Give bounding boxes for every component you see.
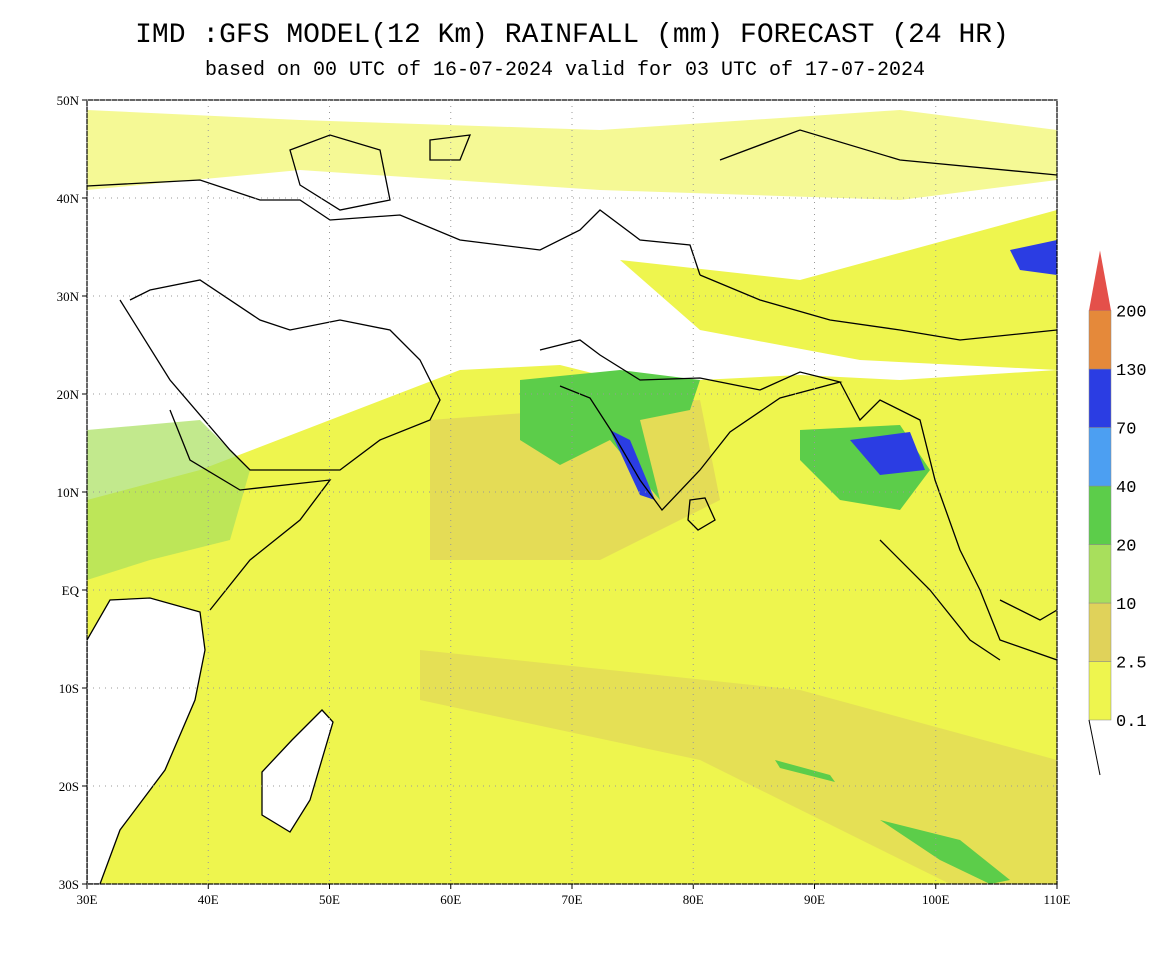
legend-label: 200	[1116, 304, 1147, 323]
lon-tick-label: 80E	[683, 892, 704, 907]
horn-of-africa	[169, 409, 332, 611]
lat-tick-label: EQ	[62, 583, 80, 598]
lat-tick-label: 30S	[59, 877, 79, 892]
lon-tick-label: 40E	[198, 892, 219, 907]
rain-area	[87, 420, 250, 580]
lon-tick-label: 90E	[804, 892, 825, 907]
coastline	[87, 179, 701, 276]
lat-tick-label: 10S	[59, 681, 79, 696]
africa-south	[87, 597, 206, 884]
rain-area	[520, 370, 700, 500]
lat-tick-label: 50N	[57, 93, 80, 108]
sumatra	[879, 539, 1057, 661]
lon-tick-label: 110E	[1044, 892, 1071, 907]
legend-label: 40	[1116, 479, 1136, 498]
lat-tick-label: 40N	[57, 191, 80, 206]
caspian-aral	[289, 134, 472, 211]
lat-tick-label: 30N	[57, 289, 80, 304]
legend-label: 130	[1116, 362, 1147, 381]
lon-tick-label: 100E	[922, 892, 950, 907]
rain-area	[775, 760, 835, 782]
lon-tick-label: 50E	[319, 892, 340, 907]
india	[539, 339, 843, 512]
southeast-asia	[839, 381, 1057, 661]
legend-cap	[1089, 250, 1111, 311]
title: IMD :GFS MODEL(12 Km) RAINFALL (mm) FORE…	[135, 20, 1009, 51]
arabia	[119, 279, 441, 471]
subtitle: based on 00 UTC of 16-07-2024 valid for …	[205, 59, 925, 82]
legend-label: 20	[1116, 538, 1136, 557]
legend-band	[1088, 368, 1112, 428]
rain-area	[880, 820, 1010, 884]
legend-band	[1088, 310, 1112, 370]
legend-band	[1088, 544, 1112, 604]
rain-area	[620, 210, 1057, 370]
rain-area	[850, 432, 925, 475]
madagascar	[261, 709, 334, 833]
legend-tail	[1088, 719, 1101, 776]
legend-band	[1088, 602, 1112, 662]
legend-label: 0.1	[1116, 713, 1147, 732]
legend-label: 70	[1116, 421, 1136, 440]
border	[699, 129, 1057, 341]
legend-label: 2.5	[1116, 655, 1147, 674]
lat-tick-label: 20S	[59, 779, 79, 794]
lon-tick-label: 60E	[440, 892, 461, 907]
legend-label: 10	[1116, 596, 1136, 615]
legend-band	[1088, 485, 1112, 545]
sri-lanka	[687, 497, 716, 531]
lat-tick-label: 20N	[57, 387, 80, 402]
lat-tick-label: 10N	[57, 485, 80, 500]
lon-tick-label: 30E	[77, 892, 98, 907]
rain-area	[1010, 240, 1057, 275]
lon-tick-label: 70E	[562, 892, 583, 907]
rain-area	[430, 400, 720, 560]
legend-band	[1088, 427, 1112, 487]
legend-band	[1088, 661, 1112, 721]
